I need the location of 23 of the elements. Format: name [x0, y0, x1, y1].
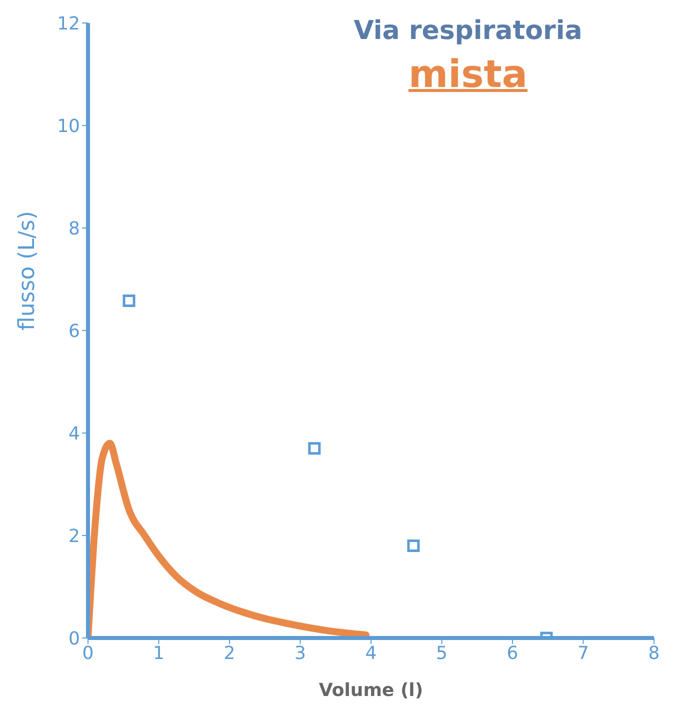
y-tick-label: 0	[68, 628, 80, 650]
x-tick-label: 7	[578, 642, 589, 664]
x-tick-label: 4	[365, 642, 377, 664]
x-tick-label: 8	[648, 642, 660, 664]
y-tick-label: 6	[68, 320, 80, 342]
x-tick-label: 0	[82, 642, 94, 664]
x-tick-label: 6	[506, 642, 518, 664]
point	[122, 294, 136, 308]
x-axis-title: Volume (l)	[318, 680, 424, 701]
x-tick-label: 5	[436, 642, 448, 664]
x-tick-label: 3	[294, 642, 306, 664]
point	[308, 442, 321, 455]
y-axis-title: flusso (L/s)	[14, 211, 40, 330]
point	[407, 540, 420, 552]
text: mista	[407, 52, 529, 96]
y-tick-label: 12	[57, 13, 80, 34]
y-tick-label: 4	[68, 423, 80, 444]
y-tick-label: 8	[68, 218, 80, 240]
chart-title: Via respiratoria	[352, 16, 584, 46]
y-tick-label: 10	[57, 116, 80, 137]
x-tick-label: 1	[153, 642, 164, 664]
y-tick-label: 2	[68, 526, 80, 547]
x-tick-label: 2	[224, 642, 236, 664]
